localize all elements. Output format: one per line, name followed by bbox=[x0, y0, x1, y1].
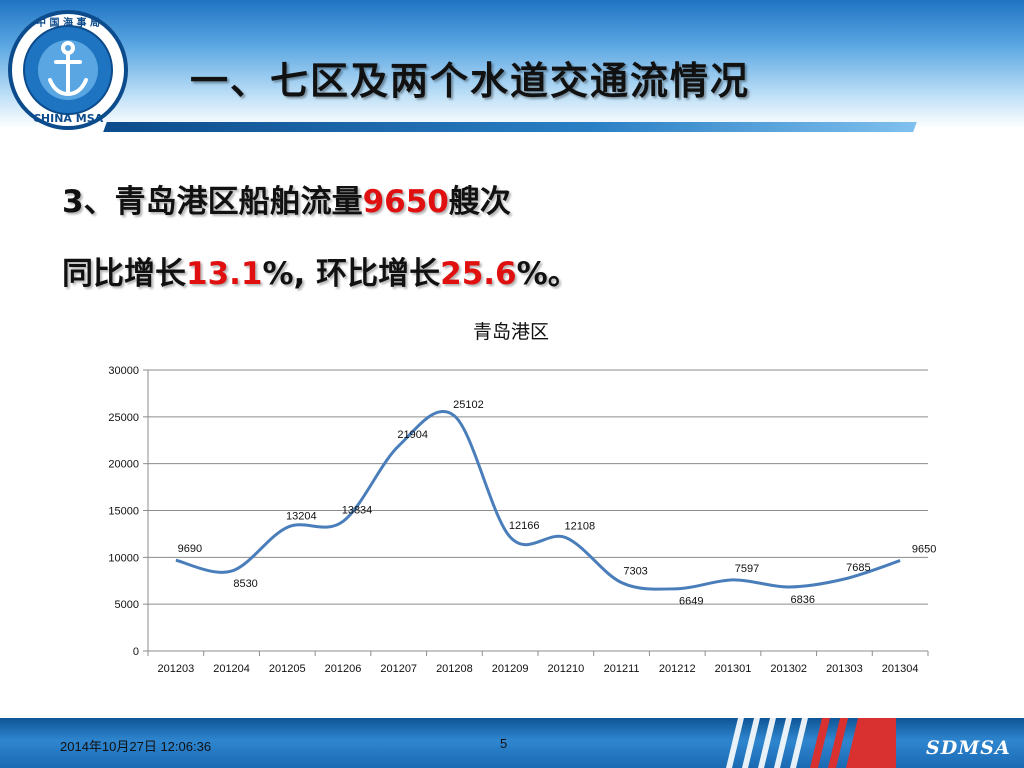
yoy-growth-value: 13.1 bbox=[186, 256, 263, 292]
mom-growth-value: 25.6 bbox=[440, 256, 517, 292]
line-chart: 青岛港区 0 5000 10000 15000 20000 25000 30000 20120… bbox=[108, 321, 937, 675]
x-tick-label: 201207 bbox=[380, 663, 417, 675]
header-background bbox=[0, 0, 1024, 128]
data-label: 21904 bbox=[397, 429, 428, 441]
line2-suffix: %。 bbox=[516, 256, 579, 292]
x-tick-label: 201206 bbox=[325, 663, 362, 675]
body-line-2: 同比增长13.1%, 环比增长25.6%。 bbox=[62, 248, 579, 293]
line2-mid: %, 环比增长 bbox=[262, 256, 441, 292]
x-tick-label: 201208 bbox=[436, 663, 473, 675]
data-label: 7303 bbox=[623, 566, 647, 578]
footer-date: 2014年10月27日 12:06:36 bbox=[60, 739, 212, 754]
data-label: 25102 bbox=[453, 399, 484, 411]
logo-top-text: 中 国 海 事 局 bbox=[36, 16, 100, 29]
line1-suffix: 艘次 bbox=[448, 184, 511, 220]
chart-title: 青岛港区 bbox=[473, 321, 549, 343]
data-label: 6836 bbox=[790, 594, 814, 606]
china-msa-logo: 中 国 海 事 局 CHINA MSA bbox=[8, 10, 128, 130]
data-label: 12166 bbox=[509, 520, 540, 532]
x-tick-label: 201304 bbox=[882, 663, 919, 675]
x-tick-label: 201212 bbox=[659, 663, 696, 675]
line1-prefix: 3、青岛港区船舶流量 bbox=[62, 184, 363, 220]
data-label: 13204 bbox=[286, 510, 317, 522]
chart-axes: 0 5000 10000 15000 20000 25000 30000 201203 2012… bbox=[108, 365, 929, 675]
data-label: 9650 bbox=[912, 544, 936, 556]
y-tick-label: 5000 bbox=[115, 599, 139, 611]
page-number: 5 bbox=[500, 736, 508, 751]
footer-stripes-decoration bbox=[726, 718, 896, 768]
data-label: 9690 bbox=[178, 543, 202, 555]
logo-bottom-text: CHINA MSA bbox=[33, 112, 104, 125]
y-tick-label: 30000 bbox=[108, 365, 139, 377]
y-tick-label: 0 bbox=[133, 646, 139, 658]
chart-grid bbox=[148, 369, 928, 605]
data-label: 7597 bbox=[735, 563, 759, 575]
chart-series bbox=[175, 409, 901, 591]
x-tick-label: 201203 bbox=[157, 663, 194, 675]
x-tick-label: 201211 bbox=[604, 663, 640, 675]
y-tick-label: 10000 bbox=[108, 552, 139, 564]
anchor-icon bbox=[48, 41, 88, 97]
x-tick-label: 201303 bbox=[826, 663, 863, 675]
data-label: 13834 bbox=[342, 504, 373, 516]
y-tick-label: 15000 bbox=[108, 506, 139, 518]
y-tick-label: 25000 bbox=[108, 412, 139, 424]
x-tick-label: 201302 bbox=[770, 663, 807, 675]
series-line bbox=[175, 409, 901, 591]
data-label: 6649 bbox=[679, 596, 703, 608]
data-label: 7685 bbox=[846, 562, 870, 574]
footer-brand: SDMSA bbox=[926, 737, 1011, 759]
header-underline-bar bbox=[103, 122, 917, 132]
x-tick-label: 201204 bbox=[213, 663, 250, 675]
x-tick-label: 201210 bbox=[547, 663, 584, 675]
body-line-1: 3、青岛港区船舶流量9650艘次 bbox=[62, 176, 511, 221]
slide-title: 一、七区及两个水道交通流情况 bbox=[190, 59, 751, 103]
y-tick-label: 20000 bbox=[108, 459, 139, 471]
x-tick-label: 201205 bbox=[269, 663, 306, 675]
x-tick-label: 201209 bbox=[492, 663, 529, 675]
x-tick-label: 201301 bbox=[715, 663, 752, 675]
data-label: 12108 bbox=[565, 521, 596, 533]
data-label: 8530 bbox=[233, 578, 257, 590]
traffic-value: 9650 bbox=[362, 184, 449, 220]
line2-prefix: 同比增长 bbox=[62, 256, 186, 292]
chart-data-labels: 9690 8530 13204 13834 21904 25102 12166 12108 73… bbox=[178, 399, 937, 608]
